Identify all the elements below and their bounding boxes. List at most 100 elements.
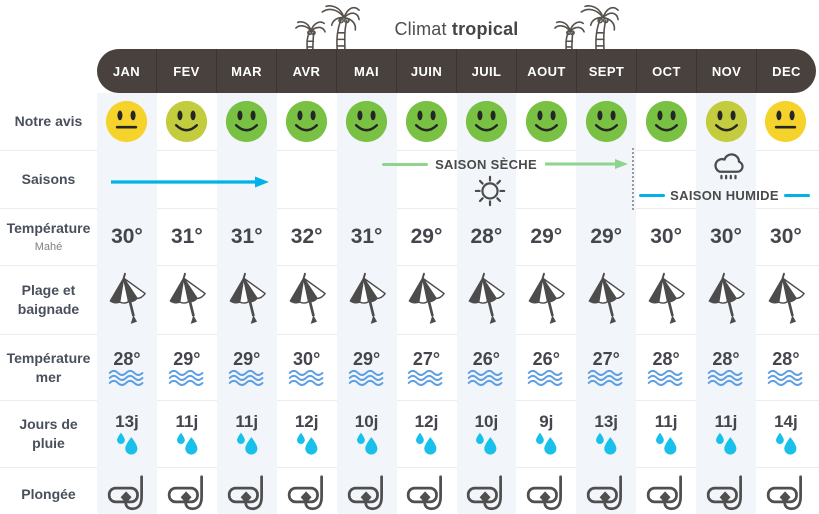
sea-temp-value: 26° [472, 348, 500, 369]
rain-days-value: 10j [354, 411, 379, 431]
raindrops-icon [174, 432, 200, 456]
seasons-overlay: SAISON SÈCHE SAISON HUMIDE [97, 148, 816, 210]
row-plage: Plage et baignade [0, 266, 819, 335]
month-cell: MAR [216, 49, 276, 93]
rating-smiley-icon [763, 99, 808, 144]
waves-icon [466, 369, 506, 386]
rain-days-value: 14j [774, 411, 798, 431]
beach-umbrella-icon [522, 272, 570, 328]
beach-umbrella-icon [702, 272, 750, 328]
title-bar: Climat tropical [97, 0, 816, 52]
air-temp-value: 30° [111, 225, 143, 248]
waves-icon [706, 369, 746, 386]
rating-smiley-icon [344, 99, 389, 144]
dry-season-group: SAISON SÈCHE [378, 154, 632, 174]
air-temp-value: 30° [770, 225, 802, 248]
snorkel-mask-icon [645, 474, 687, 514]
raindrops-icon [473, 432, 499, 456]
sea-temp-value: 29° [233, 348, 261, 369]
row-temperature-air: Température Mahé 30° 31° 31° 32° 31° 29°… [0, 209, 819, 266]
air-temp-value: 31° [170, 225, 203, 248]
snorkel-mask-icon [226, 474, 268, 514]
raindrops-icon [773, 432, 799, 456]
row-saisons: Saisons SAISON SÈCHE SAISON HUMIDE [0, 148, 819, 210]
row-temperature-mer: Température mer 28° 29° 29° 30° 29° 27° … [0, 335, 819, 401]
title-regular: Climat [394, 19, 447, 39]
snorkel-mask-icon [405, 474, 447, 514]
humid-season-group: SAISON HUMIDE [633, 186, 816, 204]
air-temp-value: 31° [350, 225, 383, 248]
rating-smiley-icon [704, 99, 749, 144]
raindrops-icon [593, 432, 619, 456]
beach-umbrella-icon [163, 272, 211, 328]
raindrops-icon [234, 432, 260, 456]
snorkel-mask-icon [346, 474, 388, 514]
row-label: Plage et baignade [17, 282, 80, 317]
rating-smiley-icon [404, 99, 449, 144]
rating-smiley-icon [644, 99, 689, 144]
month-cell: AVR [276, 49, 336, 93]
sea-temp-value: 29° [173, 348, 201, 369]
rating-smiley-icon [104, 99, 149, 144]
sea-temp-value: 27° [412, 348, 441, 369]
rain-days-value: 12j [294, 411, 319, 431]
month-cell: MAI [336, 49, 396, 93]
sea-temp-value: 29° [352, 348, 381, 369]
row-jours-pluie: Jours de pluie 13j 11j 11j 12j 10j 12j 1… [0, 401, 819, 468]
beach-umbrella-icon [402, 272, 450, 328]
rain-cloud-icon [709, 152, 747, 182]
air-temp-value: 30° [650, 225, 682, 248]
row-plongee: Plongée [0, 468, 819, 514]
page-title: Climat tropical [394, 19, 518, 40]
sea-temp-value: 28° [652, 348, 680, 369]
waves-icon [406, 369, 446, 386]
row-notre-avis: Notre avis [0, 93, 819, 151]
raindrops-icon [533, 432, 559, 456]
row-label-sub: Mahé [34, 241, 63, 254]
snorkel-mask-icon [765, 474, 807, 514]
sea-temp-value: 28° [712, 348, 740, 369]
rating-smiley-icon [524, 99, 569, 144]
raindrops-icon [354, 432, 380, 456]
month-cell: DEC [756, 49, 816, 93]
month-cell: NOV [696, 49, 756, 93]
beach-umbrella-icon [762, 272, 810, 328]
snorkel-mask-icon [585, 474, 627, 514]
beach-umbrella-icon [343, 272, 391, 328]
rain-days-value: 10j [474, 411, 499, 431]
month-header: JAN FEV MAR AVR MAI JUIN JUIL AOUT SEPT … [97, 49, 816, 93]
dry-season-line [382, 162, 429, 166]
waves-icon [227, 369, 267, 386]
rating-smiley-icon [464, 99, 509, 144]
sea-temp-value: 30° [293, 348, 321, 369]
rain-days-value: 12j [414, 411, 439, 431]
month-cell: JAN [112, 63, 141, 79]
beach-umbrella-icon [283, 272, 331, 328]
month-cell: SEPT [576, 49, 636, 93]
raindrops-icon [653, 432, 679, 456]
humid-season-line [639, 193, 666, 197]
beach-umbrella-icon [103, 272, 151, 328]
row-label-main: Température [6, 220, 91, 237]
palm-trees-icon [294, 4, 360, 54]
raindrops-icon [413, 432, 439, 456]
row-label: Saisons [21, 171, 76, 188]
air-temp-value: 29° [410, 225, 443, 248]
air-temp-value: 29° [590, 225, 623, 248]
month-cell: JUIL [456, 49, 516, 93]
waves-icon [287, 369, 327, 386]
air-temp-value: 32° [290, 225, 323, 248]
snorkel-mask-icon [705, 474, 747, 514]
month-cell: OCT [636, 49, 696, 93]
row-label: Plongée [21, 486, 76, 503]
palm-trees-icon [553, 4, 619, 54]
waves-icon [766, 369, 806, 386]
row-label: Température mer [6, 349, 91, 385]
waves-icon [526, 369, 566, 386]
rain-days-value: 9j [539, 411, 554, 431]
rain-days-value: 11j [654, 411, 678, 431]
humid-season-line [783, 193, 810, 197]
rating-smiley-icon [584, 99, 629, 144]
row-label: Température Mahé [0, 209, 97, 265]
